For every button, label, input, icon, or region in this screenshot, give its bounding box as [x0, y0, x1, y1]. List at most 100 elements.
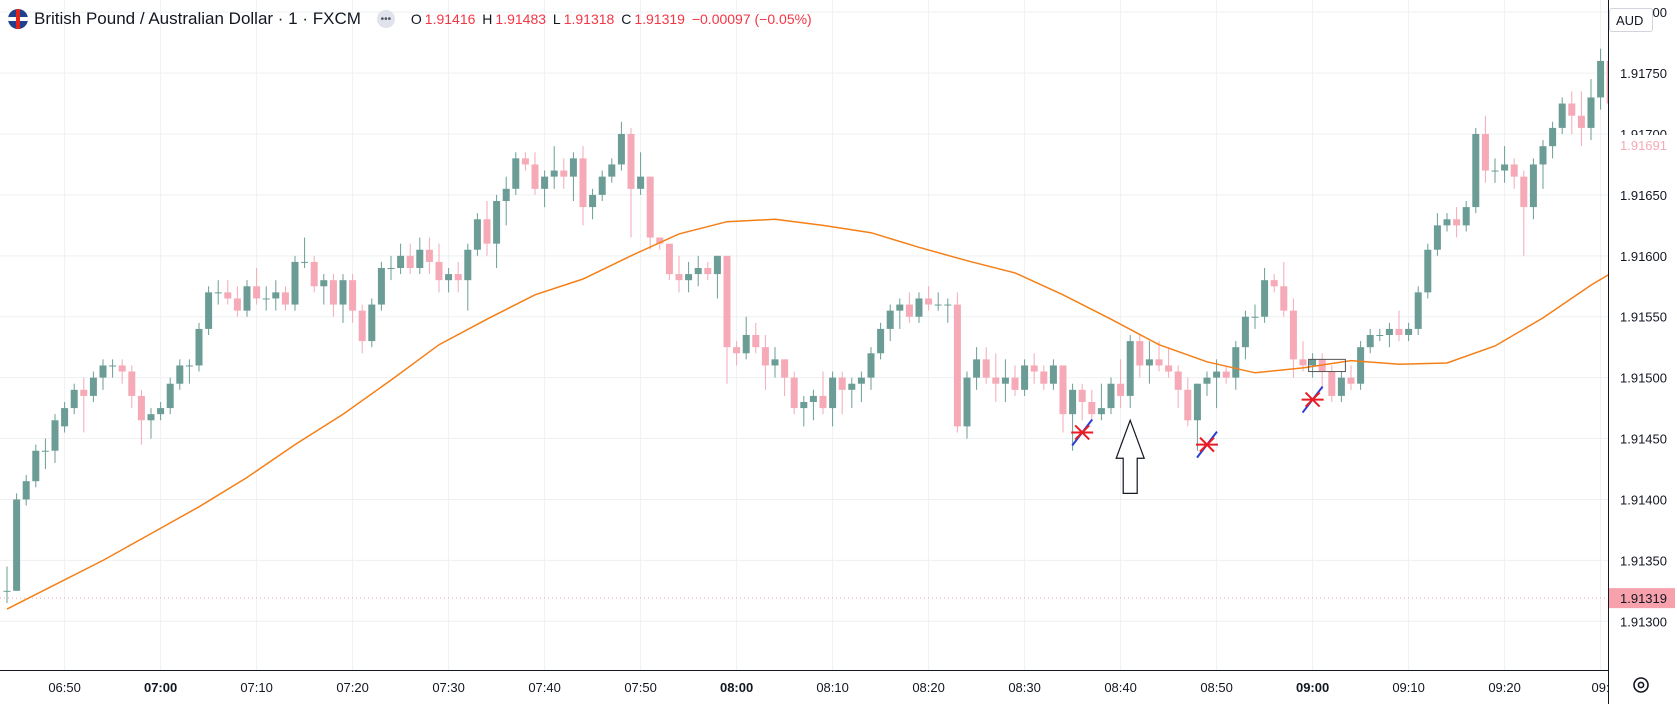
candle-body	[1049, 365, 1057, 384]
candle-body	[1203, 377, 1211, 384]
candle-body	[1088, 402, 1096, 415]
y-tick-label: 1.91550	[1620, 310, 1667, 325]
marker-cross-d2	[1199, 436, 1215, 453]
candle-body	[70, 389, 78, 409]
candle-body	[291, 261, 299, 305]
candle-body	[1145, 359, 1153, 366]
candle-body	[742, 335, 750, 354]
candle-body	[1395, 328, 1403, 335]
candle-body	[723, 255, 731, 348]
candle-body	[1558, 103, 1566, 128]
close-key: C	[621, 11, 632, 27]
x-tick-label: 07:00	[144, 680, 177, 695]
candle-body	[589, 194, 597, 208]
candle-body	[598, 176, 606, 195]
candle-body	[819, 395, 827, 409]
candle-body	[896, 304, 904, 311]
candle-body	[550, 170, 558, 177]
candle-body	[214, 292, 222, 294]
ma-price-tag-bg	[1609, 134, 1675, 155]
candle-body	[1347, 377, 1355, 384]
last-price-tag-bg	[1609, 588, 1675, 609]
candle-body	[224, 292, 232, 299]
x-tick-label: 08:10	[816, 680, 849, 695]
candle-body	[1241, 316, 1249, 348]
candle-body	[560, 170, 568, 177]
candle-body	[1597, 60, 1605, 98]
candle-body	[646, 176, 654, 238]
candle-body	[262, 298, 270, 300]
candle-body	[905, 304, 913, 317]
candle-body	[445, 274, 453, 281]
candle-body	[1040, 371, 1048, 384]
candle-body	[761, 347, 769, 366]
candle-body	[464, 249, 472, 281]
candle-body	[925, 298, 933, 305]
candle-body	[752, 335, 760, 348]
candle-body	[704, 268, 712, 275]
candle-body	[1270, 280, 1278, 287]
candle-body	[608, 164, 616, 177]
candle-body	[656, 237, 664, 244]
candle-body	[1126, 341, 1134, 396]
candle-body	[1030, 365, 1038, 372]
candle-body	[617, 134, 625, 165]
candle-body	[377, 268, 385, 305]
candle-body	[627, 134, 635, 189]
candle-body	[1337, 377, 1345, 396]
x-tick-label: 08:50	[1200, 680, 1233, 695]
candle-body	[915, 298, 923, 317]
x-tick-label: 09:00	[1296, 680, 1329, 695]
currency-button[interactable]: AUD	[1609, 8, 1653, 32]
candle-body	[541, 176, 549, 189]
close-value: 1.91319	[634, 11, 685, 27]
candle-body	[32, 450, 40, 482]
candle-body	[886, 310, 894, 329]
candle-body	[1414, 292, 1422, 329]
candle-body	[1011, 377, 1019, 390]
candle-body	[531, 164, 539, 189]
candle-body	[800, 402, 808, 409]
candle-body	[80, 389, 88, 396]
candle-body	[1097, 408, 1105, 415]
candle-body	[790, 377, 798, 409]
high-key: H	[482, 11, 493, 27]
chart-legend: British Pound / Australian Dollar · 1 · …	[8, 7, 815, 31]
candle-body	[1433, 225, 1441, 250]
price-axis-bg	[1608, 0, 1677, 704]
candle-body	[982, 359, 990, 378]
candle-body	[473, 219, 481, 250]
candle-body	[1155, 359, 1163, 366]
candle-body	[3, 590, 11, 592]
candle-body	[1405, 328, 1413, 335]
high-value: 1.91483	[495, 11, 547, 27]
candle-body	[243, 286, 251, 311]
ohlc-values: O 1.91416 H 1.91483 L 1.91318 C 1.91319 −0.0…	[411, 11, 815, 27]
y-tick-label: 1.91300	[1620, 614, 1667, 629]
candle-body	[1001, 377, 1009, 384]
candle-body	[838, 377, 846, 390]
x-tick-label: 08:20	[912, 680, 945, 695]
candle-body	[349, 280, 357, 311]
x-tick-label: 08:00	[720, 680, 753, 695]
settings-gear-icon[interactable]	[1630, 674, 1652, 696]
candle-body	[848, 383, 856, 390]
y-tick-label: 1.91350	[1620, 553, 1667, 568]
last-price-tag: 1.91319	[1620, 591, 1667, 606]
candle-body	[253, 286, 261, 299]
more-dots-icon[interactable]: •••	[376, 10, 395, 28]
candle-body	[694, 268, 702, 275]
candle-body	[1453, 219, 1461, 226]
candle-body	[1059, 365, 1067, 415]
candle-body	[147, 414, 155, 421]
candle-body	[41, 450, 49, 452]
candle-body	[1222, 371, 1230, 378]
candle-body	[1539, 146, 1547, 165]
candle-body	[1069, 389, 1077, 415]
candle-body	[1165, 365, 1173, 372]
symbol-title[interactable]: British Pound / Australian Dollar · 1 · …	[34, 9, 361, 28]
candle-body	[1529, 164, 1537, 208]
candle-body	[109, 365, 117, 367]
